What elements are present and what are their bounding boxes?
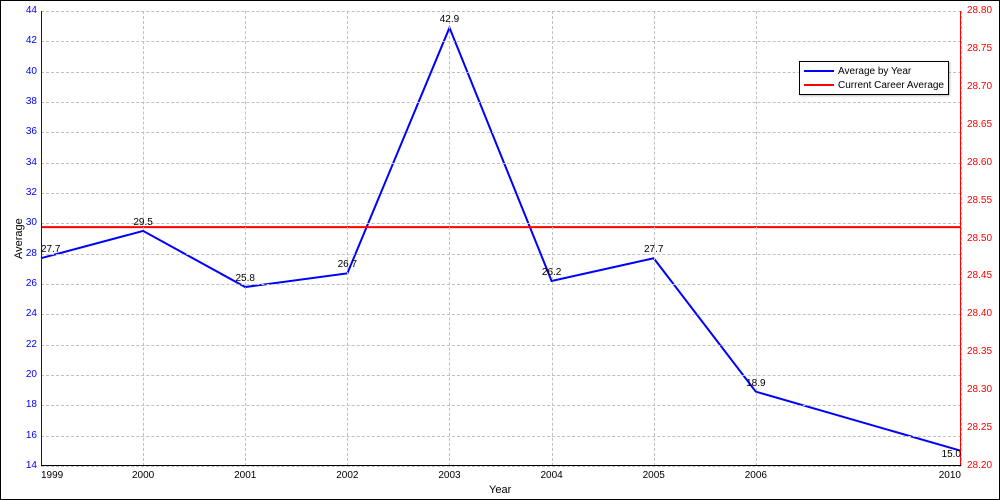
legend-label: Current Career Average xyxy=(838,80,944,91)
x-tick-label: 2001 xyxy=(234,470,256,481)
grid-line-horizontal xyxy=(41,314,961,316)
y-right-tick-label: 28.45 xyxy=(967,270,992,281)
grid-line-horizontal xyxy=(41,284,961,286)
y-left-tick-label: 30 xyxy=(26,217,37,228)
chart-container: Average by Year Current Career Average 14… xyxy=(0,0,1000,500)
data-point-label: 18.9 xyxy=(746,378,765,389)
grid-line-horizontal xyxy=(41,375,961,377)
y-right-tick-label: 28.65 xyxy=(967,119,992,130)
grid-line-vertical xyxy=(654,11,656,466)
legend-item: Average by Year xyxy=(804,64,944,78)
grid-line-horizontal xyxy=(41,132,961,134)
x-tick-label: 2005 xyxy=(643,470,665,481)
grid-line-horizontal xyxy=(41,466,961,468)
legend-swatch xyxy=(804,84,834,86)
grid-line-horizontal xyxy=(41,193,961,195)
axis-line xyxy=(960,11,961,466)
data-point-label: 27.7 xyxy=(41,244,60,255)
y-right-tick-label: 28.70 xyxy=(967,81,992,92)
data-point-label: 29.5 xyxy=(133,217,152,228)
y-left-tick-label: 42 xyxy=(26,35,37,46)
data-point-label: 15.0 xyxy=(942,449,961,460)
x-tick-label: 2003 xyxy=(438,470,460,481)
y-right-tick-label: 28.20 xyxy=(967,460,992,471)
y-right-tick-label: 28.55 xyxy=(967,195,992,206)
y-right-tick-label: 28.75 xyxy=(967,43,992,54)
grid-line-horizontal xyxy=(41,223,961,225)
y-right-tick-label: 28.35 xyxy=(967,346,992,357)
axis-line xyxy=(41,11,42,466)
y-axis-title: Average xyxy=(13,218,25,259)
y-left-tick-label: 36 xyxy=(26,126,37,137)
data-point-label: 27.7 xyxy=(644,244,663,255)
y-left-tick-label: 44 xyxy=(26,5,37,16)
grid-line-horizontal xyxy=(41,436,961,438)
grid-line-vertical xyxy=(961,11,963,466)
grid-line-horizontal xyxy=(41,41,961,43)
y-right-tick-label: 28.80 xyxy=(967,5,992,16)
y-left-tick-label: 40 xyxy=(26,66,37,77)
y-right-tick-label: 28.30 xyxy=(967,384,992,395)
x-tick-label: 1999 xyxy=(41,470,63,481)
legend-item: Current Career Average xyxy=(804,78,944,92)
grid-line-horizontal xyxy=(41,163,961,165)
legend: Average by Year Current Career Average xyxy=(799,61,949,95)
data-point-label: 26.7 xyxy=(338,259,357,270)
grid-line-vertical xyxy=(552,11,554,466)
data-point-label: 25.8 xyxy=(236,273,255,284)
grid-line-horizontal xyxy=(41,405,961,407)
x-tick-label: 2000 xyxy=(132,470,154,481)
y-left-tick-label: 14 xyxy=(26,460,37,471)
x-tick-label: 2002 xyxy=(336,470,358,481)
y-left-tick-label: 16 xyxy=(26,430,37,441)
legend-label: Average by Year xyxy=(838,66,911,77)
grid-line-vertical xyxy=(449,11,451,466)
y-left-tick-label: 24 xyxy=(26,308,37,319)
legend-swatch xyxy=(804,70,834,72)
grid-line-vertical xyxy=(245,11,247,466)
y-left-tick-label: 26 xyxy=(26,278,37,289)
y-right-tick-label: 28.60 xyxy=(967,157,992,168)
grid-line-horizontal xyxy=(41,254,961,256)
x-axis-title: Year xyxy=(489,484,511,496)
x-tick-label: 2004 xyxy=(540,470,562,481)
grid-line-horizontal xyxy=(41,345,961,347)
y-left-tick-label: 34 xyxy=(26,157,37,168)
x-tick-label: 2006 xyxy=(745,470,767,481)
grid-line-vertical xyxy=(143,11,145,466)
data-point-label: 26.2 xyxy=(542,267,561,278)
y-left-tick-label: 28 xyxy=(26,248,37,259)
x-tick-label: 2010 xyxy=(939,470,961,481)
grid-line-vertical xyxy=(347,11,349,466)
y-left-tick-label: 22 xyxy=(26,339,37,350)
y-right-tick-label: 28.50 xyxy=(967,233,992,244)
grid-line-horizontal xyxy=(41,102,961,104)
grid-line-horizontal xyxy=(41,11,961,13)
y-left-tick-label: 38 xyxy=(26,96,37,107)
y-left-tick-label: 18 xyxy=(26,399,37,410)
y-left-tick-label: 32 xyxy=(26,187,37,198)
axis-line xyxy=(41,465,961,466)
data-point-label: 42.9 xyxy=(440,14,459,25)
y-right-tick-label: 28.40 xyxy=(967,308,992,319)
y-left-tick-label: 20 xyxy=(26,369,37,380)
y-right-tick-label: 28.25 xyxy=(967,422,992,433)
grid-line-vertical xyxy=(756,11,758,466)
